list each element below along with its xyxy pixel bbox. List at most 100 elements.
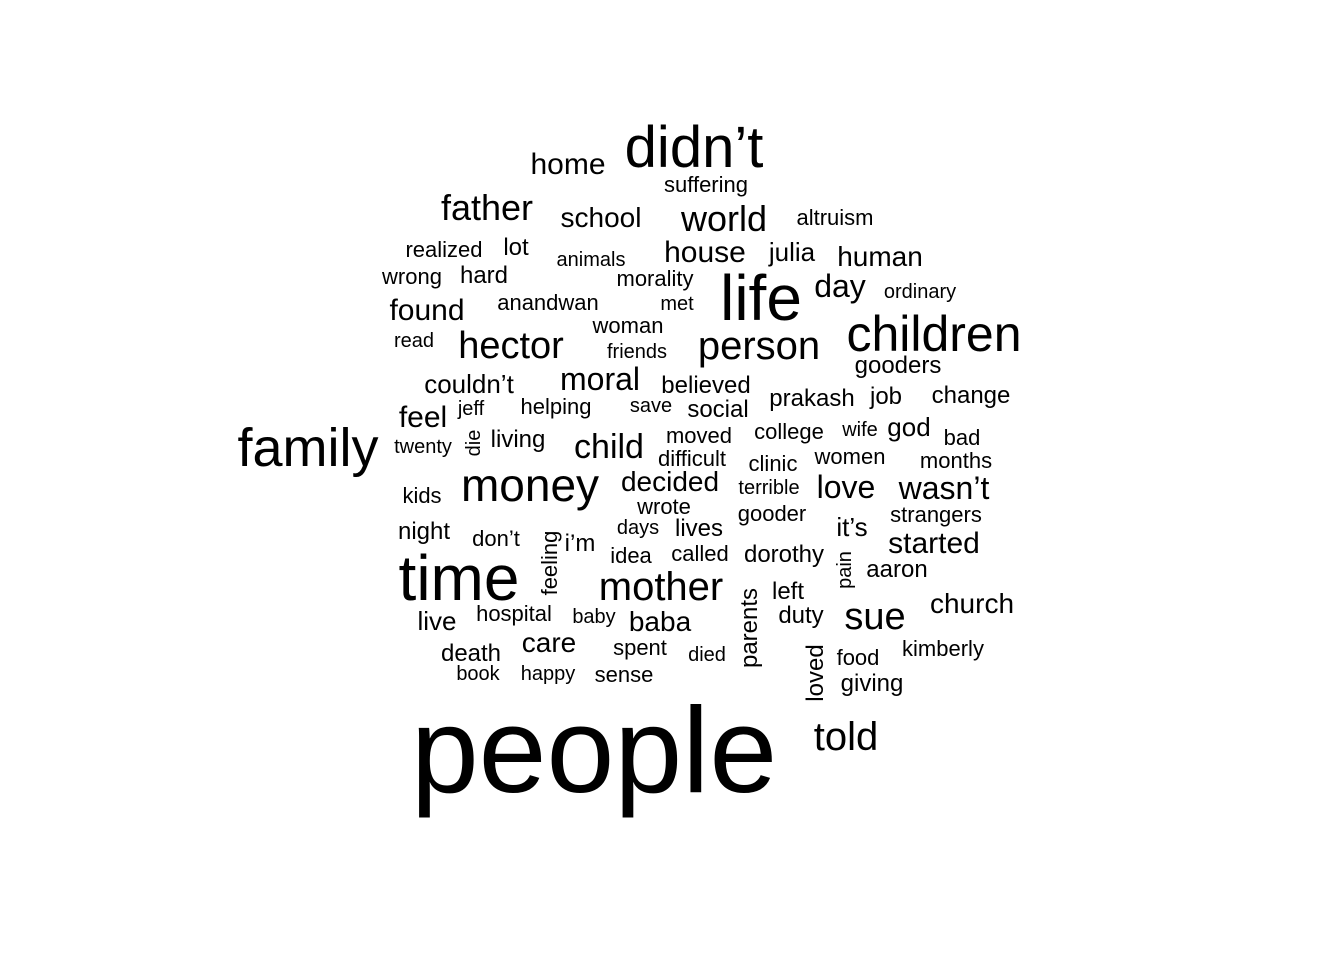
word-cloud-word: feel <box>398 401 448 434</box>
word-cloud-word: church <box>929 588 1015 619</box>
word-cloud-word: change <box>931 382 1011 409</box>
word-cloud-word: living <box>490 426 546 453</box>
word-cloud-word: baba <box>628 606 692 637</box>
word-cloud-word: wrote <box>637 494 691 519</box>
word-cloud-word: julia <box>768 237 816 267</box>
word-cloud-word: hospital <box>476 601 552 626</box>
word-cloud-word: months <box>919 448 993 473</box>
word-cloud-word: sense <box>594 662 654 687</box>
word-cloud-word: decided <box>620 466 720 497</box>
word-cloud-word: giving <box>840 670 904 697</box>
word-cloud-word: hector <box>458 325 564 367</box>
word-cloud-word: women <box>814 444 886 469</box>
word-cloud-word: food <box>836 645 880 670</box>
word-cloud-word: prakash <box>769 385 855 412</box>
word-cloud-word: parents <box>736 587 763 669</box>
word-cloud-word: helping <box>520 394 592 419</box>
word-cloud-word: social <box>687 396 749 423</box>
word-cloud-word: started <box>888 527 980 560</box>
word-cloud-word: idea <box>610 543 652 568</box>
word-cloud-word: love <box>816 469 876 505</box>
word-cloud-word: live <box>417 606 457 636</box>
word-cloud-word: people <box>410 682 778 818</box>
word-cloud-word: called <box>671 541 729 566</box>
word-cloud-word: dorothy <box>743 541 825 568</box>
word-cloud-word: lives <box>674 515 724 542</box>
word-cloud-word: clinic <box>748 451 798 476</box>
word-cloud-word: wrong <box>382 264 442 289</box>
word-cloud-word: time <box>398 542 520 614</box>
word-cloud-word: aaron <box>866 556 928 583</box>
word-cloud-word: night <box>397 518 451 545</box>
word-cloud-word: feeling <box>537 530 562 596</box>
word-cloud-word: care <box>521 627 577 658</box>
word-cloud-word: loved <box>802 644 829 702</box>
word-cloud-word: met <box>660 293 694 315</box>
word-cloud-word: children <box>846 306 1022 362</box>
word-cloud-word: suffering <box>664 172 748 197</box>
word-cloud-word: it’s <box>836 512 868 542</box>
word-cloud-word: person <box>697 324 821 368</box>
word-cloud-word: death <box>440 640 502 667</box>
word-cloud-word: money <box>460 459 600 511</box>
word-cloud-word: told <box>813 715 879 759</box>
word-cloud-word: i’m <box>564 530 596 557</box>
word-cloud-word: child <box>574 428 644 466</box>
word-cloud-word: spent <box>613 635 667 660</box>
word-cloud-word: book <box>456 663 500 685</box>
word-cloud-word: gooders <box>854 352 942 379</box>
word-cloud-word: father <box>440 187 534 228</box>
word-cloud-word: bad <box>943 425 981 450</box>
word-cloud-word: difficult <box>657 446 727 471</box>
word-cloud-word: happy <box>520 663 576 685</box>
word-cloud-word: found <box>389 294 465 327</box>
word-cloud-word: twenty <box>394 436 452 458</box>
word-cloud-word: died <box>688 644 726 666</box>
word-cloud-word: die <box>463 429 485 457</box>
word-cloud-word: jeff <box>457 398 485 420</box>
word-cloud-word: moved <box>665 423 733 448</box>
word-cloud-word: family <box>237 418 379 478</box>
word-cloud-word: save <box>629 395 673 417</box>
word-cloud-word: moral <box>559 361 641 397</box>
word-cloud-word: hard <box>459 262 509 289</box>
word-cloud-word: pain <box>834 551 856 589</box>
word-cloud-word: days <box>616 517 660 539</box>
word-cloud-word: lot <box>503 234 529 261</box>
word-cloud-word: anandwan <box>497 290 599 315</box>
word-cloud-word: altruism <box>796 205 874 230</box>
word-cloud-word: ordinary <box>883 281 957 303</box>
word-cloud-word: morality <box>616 266 694 291</box>
word-cloud-word: friends <box>606 341 668 363</box>
word-cloud-word: strangers <box>890 502 982 527</box>
word-cloud-word: college <box>754 419 824 444</box>
word-cloud-word: didn’t <box>624 115 764 180</box>
word-cloud-word: god <box>887 412 931 442</box>
word-cloud-word: day <box>814 268 866 304</box>
word-cloud-word: believed <box>661 372 751 399</box>
word-cloud-word: kids <box>402 483 442 508</box>
word-cloud-word: terrible <box>738 477 800 499</box>
word-cloud-word: wasn’t <box>898 470 990 506</box>
word-cloud-word: mother <box>598 565 724 609</box>
word-cloud-word: life <box>720 262 802 334</box>
word-cloud-word: wife <box>842 419 878 441</box>
word-cloud-word: home <box>530 148 606 181</box>
word-cloud-word: duty <box>778 602 824 629</box>
word-cloud-word: gooder <box>737 501 807 526</box>
word-cloud-word: sue <box>844 596 906 638</box>
word-cloud-word: don’t <box>472 526 520 551</box>
word-cloud-word: house <box>664 236 746 269</box>
word-cloud-word: world <box>680 198 768 239</box>
word-cloud-word: kimberly <box>902 636 984 661</box>
word-cloud-word: job <box>869 383 903 410</box>
word-cloud-word: realized <box>405 237 483 262</box>
word-cloud-word: couldn’t <box>424 369 514 399</box>
word-cloud-word: read <box>393 330 435 352</box>
word-cloud-word: baby <box>572 606 616 628</box>
word-cloud-word: school <box>560 202 642 233</box>
word-cloud-word: animals <box>556 249 626 271</box>
word-cloud-word: woman <box>592 313 664 338</box>
word-cloud-word: human <box>837 241 923 272</box>
